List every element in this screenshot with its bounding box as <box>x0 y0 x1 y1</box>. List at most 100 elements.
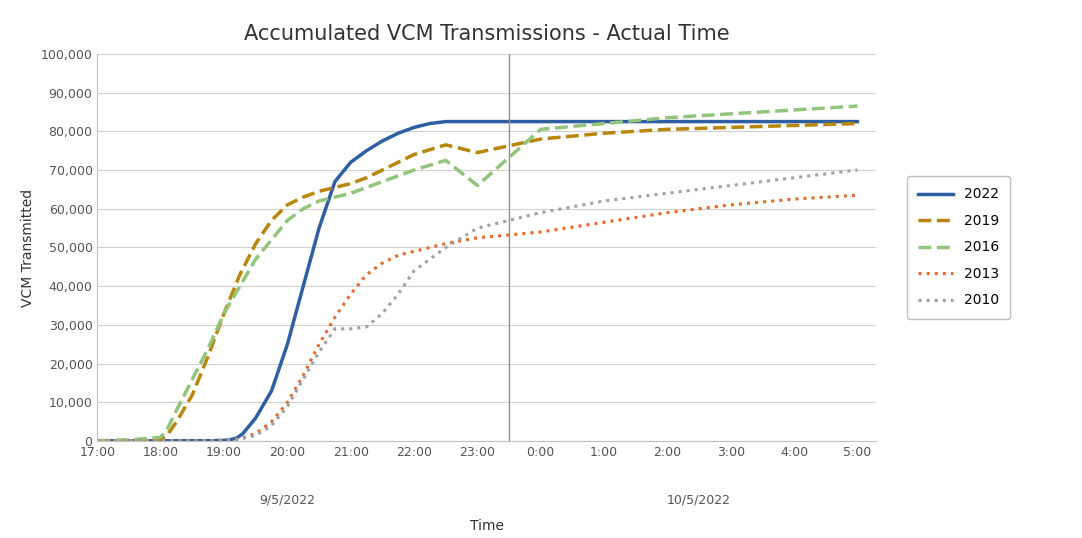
2019 <box>155 436 168 442</box>
2016 <box>661 115 674 121</box>
2013 <box>91 437 104 444</box>
2022 <box>201 437 214 444</box>
2013 <box>186 437 199 444</box>
2022 <box>724 118 737 125</box>
2013 <box>661 209 674 216</box>
2016 <box>439 157 452 164</box>
2019 <box>186 392 199 398</box>
2013 <box>850 192 863 199</box>
2013 <box>360 271 373 278</box>
2019 <box>661 126 674 132</box>
2010 <box>249 432 262 438</box>
2010 <box>313 349 326 355</box>
2016 <box>724 111 737 117</box>
2022 <box>249 415 262 421</box>
2013 <box>439 240 452 247</box>
2013 <box>234 436 247 442</box>
2013 <box>375 260 388 266</box>
2016 <box>186 376 199 383</box>
2010 <box>186 437 199 444</box>
2022 <box>91 437 104 444</box>
2013 <box>471 235 484 241</box>
2019 <box>724 124 737 131</box>
2019 <box>535 136 547 142</box>
2022 <box>313 225 326 231</box>
Y-axis label: VCM Transmitted: VCM Transmitted <box>21 188 35 307</box>
2019 <box>344 180 357 187</box>
2016 <box>329 194 342 200</box>
2010 <box>217 437 230 444</box>
2022 <box>265 387 278 394</box>
2022 <box>224 436 237 443</box>
2010 <box>850 167 863 173</box>
2022 <box>535 118 547 125</box>
2016 <box>249 256 262 263</box>
2013 <box>408 248 421 254</box>
2016 <box>91 437 104 444</box>
2013 <box>788 196 801 202</box>
2019 <box>375 167 388 173</box>
2019 <box>471 150 484 156</box>
2022 <box>661 118 674 125</box>
Line: 2019: 2019 <box>97 124 857 441</box>
2010 <box>91 437 104 444</box>
2019 <box>265 217 278 224</box>
2010 <box>661 190 674 196</box>
2016 <box>408 167 421 173</box>
2022 <box>471 118 484 125</box>
2019 <box>170 419 183 425</box>
2013 <box>249 430 262 437</box>
2016 <box>170 407 183 413</box>
2010 <box>392 291 405 297</box>
Line: 2013: 2013 <box>97 195 857 441</box>
2019 <box>201 353 214 359</box>
2022 <box>217 437 230 444</box>
2010 <box>408 267 421 274</box>
2019 <box>122 437 135 444</box>
2022 <box>597 118 610 125</box>
2019 <box>392 159 405 166</box>
Text: Time: Time <box>470 519 504 533</box>
2010 <box>360 324 373 330</box>
Line: 2010: 2010 <box>97 170 857 441</box>
2016 <box>160 426 173 433</box>
2016 <box>535 126 547 132</box>
2022 <box>439 118 452 125</box>
2019 <box>360 174 373 181</box>
2010 <box>281 403 294 409</box>
2016 <box>392 173 405 179</box>
2022 <box>788 118 801 125</box>
2010 <box>234 436 247 442</box>
2022 <box>329 179 342 185</box>
2016 <box>296 206 309 212</box>
2010 <box>724 182 737 189</box>
2019 <box>788 122 801 129</box>
Legend: 2022, 2019, 2016, 2013, 2010: 2022, 2019, 2016, 2013, 2010 <box>907 176 1010 318</box>
2013 <box>281 399 294 406</box>
Title: Accumulated VCM Transmissions - Actual Time: Accumulated VCM Transmissions - Actual T… <box>245 24 729 44</box>
2010 <box>375 310 388 316</box>
2013 <box>344 291 357 297</box>
2013 <box>724 202 737 208</box>
2022 <box>296 283 309 289</box>
2013 <box>313 341 326 348</box>
2013 <box>122 437 135 444</box>
2019 <box>439 141 452 148</box>
2022 <box>344 159 357 166</box>
2016 <box>234 283 247 289</box>
Line: 2022: 2022 <box>97 122 857 441</box>
2010 <box>788 174 801 181</box>
2016 <box>265 237 278 243</box>
2010 <box>265 422 278 429</box>
Text: 10/5/2022: 10/5/2022 <box>668 494 731 507</box>
2016 <box>471 182 484 189</box>
2010 <box>535 209 547 216</box>
2016 <box>375 179 388 185</box>
2016 <box>597 121 610 127</box>
2013 <box>296 372 309 379</box>
2019 <box>249 240 262 247</box>
2019 <box>160 432 173 438</box>
2013 <box>597 219 610 225</box>
2019 <box>234 271 247 278</box>
2022 <box>408 124 421 131</box>
